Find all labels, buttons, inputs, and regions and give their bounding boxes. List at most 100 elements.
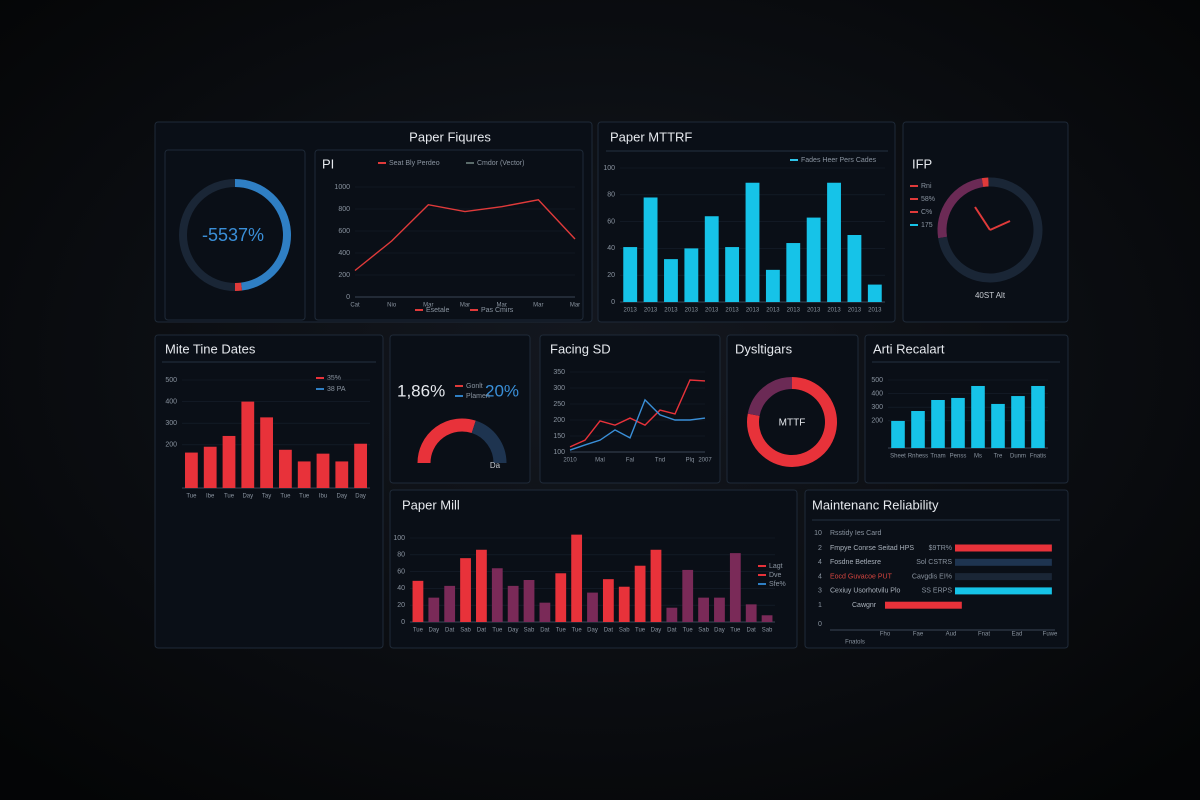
x-tick-label: Tue [413,628,424,634]
header-label: Rsstidy Ies Card [830,530,881,537]
y-tick-label: 300 [553,385,565,392]
legend-swatch [378,162,386,164]
legend-label: Fades Heer Pers Cades [801,157,877,164]
bar [806,217,821,302]
x-tick-label: Tue [683,628,694,634]
bar [618,586,630,622]
x-tick-label: Tre [994,454,1003,460]
x-tick-label: Ead [1012,632,1023,638]
legend-label: Seat Bly Perdeo [389,160,440,167]
y-tick-label: 100 [393,535,405,542]
bar [539,602,551,622]
hbar [955,544,1052,552]
bar [931,399,945,448]
panel-title: Mite Tine Dates [165,341,256,356]
panel [804,489,1069,649]
bar [297,461,311,488]
x-tick-label: Dat [747,628,757,634]
kpi-value: -5537% [202,225,264,245]
legend-swatch [455,385,463,387]
hbar [955,573,1052,581]
line-series [569,398,706,451]
row-label: Cexiuy Usorhotvilu Plo [830,588,901,595]
row-value: Cavgdis EI% [912,573,952,580]
bar [507,585,519,622]
panel [314,149,584,321]
bar [412,580,424,622]
x-tick-label: 2013 [685,308,699,314]
bar [260,417,273,488]
bar [428,597,440,622]
y-tick-label: 300 [871,404,883,411]
y-tick-label: 60 [607,218,615,225]
row-value: Sol CSTRS [916,559,952,566]
panel [154,334,384,649]
x-tick-label: Tue [299,494,310,500]
bar [460,558,471,622]
legend-label: 35% [327,375,341,382]
clock-hand [974,206,991,231]
panel-title: Dysltigars [735,341,793,356]
panel-title: 1,86% [397,381,445,400]
x-tick-label: Ibe [206,494,215,500]
bar [602,579,614,622]
header-number: 10 [814,530,822,537]
line-series [569,379,706,448]
x-tick-label: Ms [974,454,982,460]
legend-label: Dve [769,572,782,579]
legend-swatch [758,574,766,576]
y-tick-label: 250 [553,401,565,408]
x-tick-label: Day [355,494,366,500]
bar [444,585,456,622]
bar [185,452,198,488]
y-tick-label: 100 [553,449,565,456]
hbar [885,601,962,609]
x-tick-label: Tue [572,628,583,634]
bar [354,443,367,488]
x-tick-label: Day [651,628,662,634]
hbar [955,558,1052,566]
x-tick-label: Dat [540,628,550,634]
bar [765,269,780,302]
bar [971,385,985,448]
x-tick-label: Aud [946,632,957,638]
y-tick-label: 0 [611,299,615,306]
y-tick-label: 200 [338,272,350,279]
bar [1031,385,1045,448]
hbar [955,587,1052,595]
x-tick-label: 2013 [746,308,760,314]
panel-title: Paper Fiqures [409,129,491,144]
x-tick-label: Sab [524,628,535,634]
bar [714,597,725,622]
legend-swatch [316,377,324,379]
x-axis-label: Fnatols [845,640,865,646]
legend-swatch [466,162,474,164]
x-tick-label: Rnhess [908,454,928,460]
y-tick-label: 200 [165,442,177,449]
bar [684,248,699,302]
panel [389,334,531,484]
legend-label: 38 PA [327,386,346,393]
y-tick-label: 20 [607,272,615,279]
row-number: 3 [818,588,822,595]
ring-segment [747,377,793,417]
legend-label: Sfe% [769,581,786,588]
panel-title: Paper Mill [402,497,460,512]
ring-segment [981,177,989,188]
bar [555,573,567,622]
bar [682,569,694,622]
legend-swatch [910,224,918,226]
ring-segment [937,178,984,239]
x-tick-label: Day [587,628,598,634]
legend-label: Pas Cmirs [481,307,514,314]
x-tick-label: Sheet [890,454,906,460]
x-tick-label: Mar [496,303,506,309]
bar [664,259,678,302]
ring-segment [417,418,476,464]
bar [316,453,330,488]
bar [745,604,757,622]
legend-swatch [910,185,918,187]
panel-title: PI [322,156,334,171]
x-tick-label: Tnam [930,454,945,460]
x-tick-label: Mar [533,303,543,309]
